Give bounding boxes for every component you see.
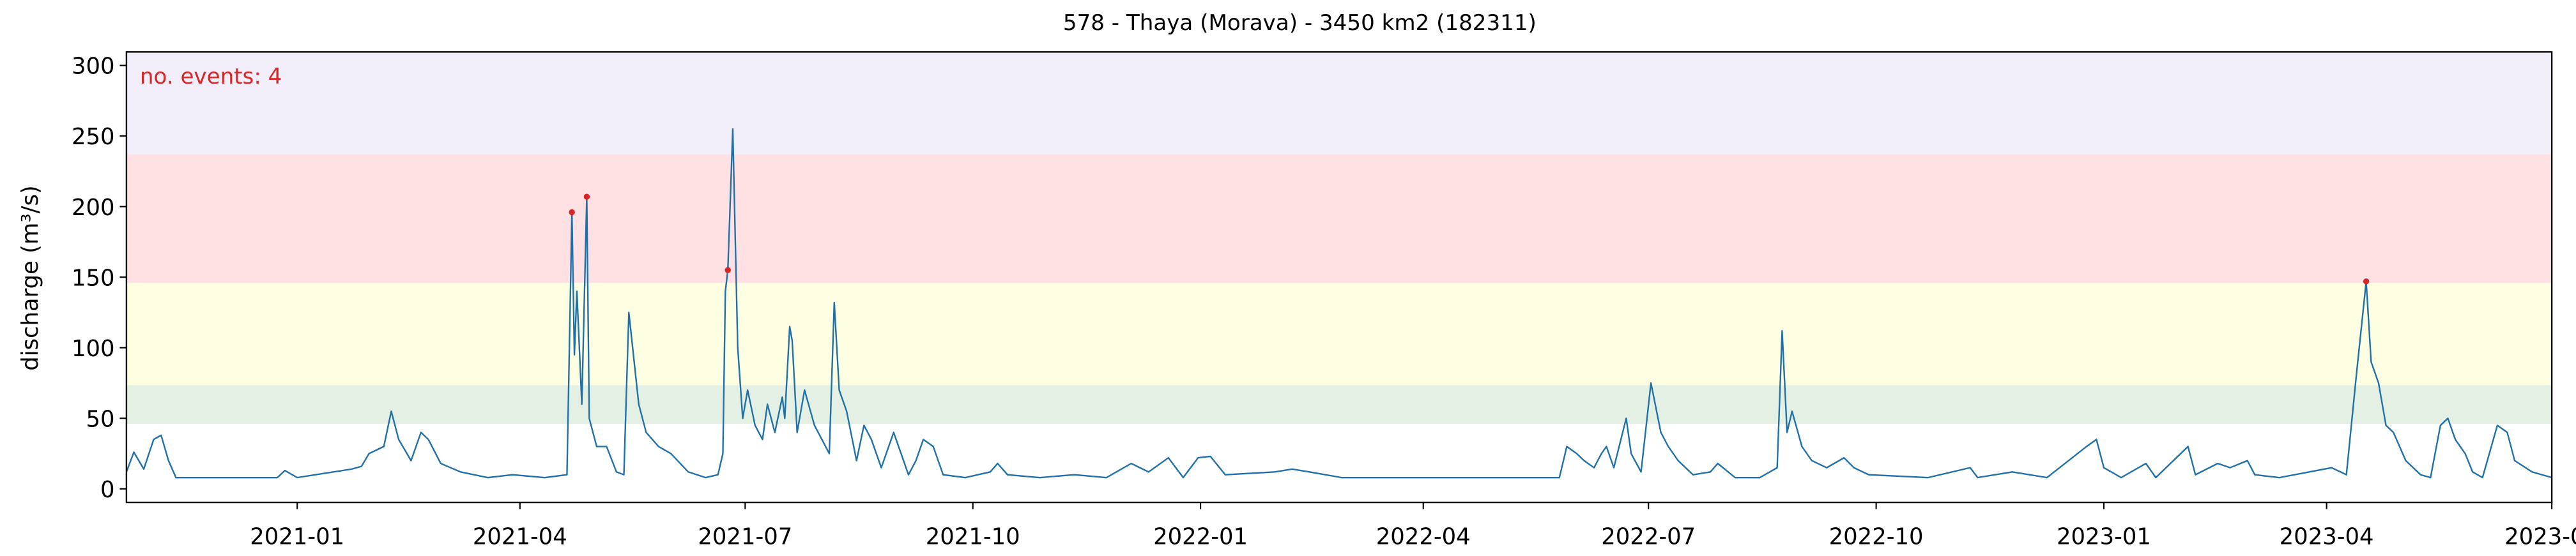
x-tick-label: 2022-10 — [1829, 524, 1924, 550]
x-tick-label: 2021-10 — [926, 524, 1020, 550]
event-marker — [569, 209, 575, 216]
x-tick-label: 2023-04 — [2280, 524, 2374, 550]
x-tick-label: 2023-01 — [2057, 524, 2151, 550]
y-tick-label: 200 — [72, 195, 115, 221]
threshold-band — [126, 385, 2552, 425]
plot-frame — [125, 51, 2553, 504]
event-marker — [2363, 278, 2370, 285]
y-tick-label: 300 — [72, 54, 115, 80]
x-tick-label: 2022-07 — [1601, 524, 1696, 550]
discharge-line — [125, 128, 2552, 479]
chart-title: 578 - Thaya (Morava) - 3450 km2 (182311) — [1063, 10, 1537, 36]
y-tick-label: 250 — [72, 124, 115, 150]
y-tick-label: 0 — [100, 477, 115, 503]
x-tick-label: 2022-04 — [1376, 524, 1471, 550]
x-tick-label: 2021-07 — [698, 524, 792, 550]
event-marker — [583, 193, 590, 200]
y-tick-label: 50 — [86, 406, 114, 432]
x-tick-label: 2022-01 — [1153, 524, 1248, 550]
threshold-band — [126, 154, 2552, 283]
event-marker — [724, 267, 731, 273]
y-axis-label: discharge (m³/s) — [17, 185, 43, 371]
y-tick-label: 150 — [72, 265, 115, 291]
threshold-band — [126, 283, 2552, 386]
y-tick-label: 100 — [72, 336, 115, 362]
x-tick-label: 2021-01 — [250, 524, 344, 550]
threshold-band — [126, 52, 2552, 154]
events-annotation: no. events: 4 — [140, 64, 282, 89]
x-tick-label: 2023-07 — [2504, 524, 2576, 550]
x-tick-label: 2021-04 — [473, 524, 567, 550]
